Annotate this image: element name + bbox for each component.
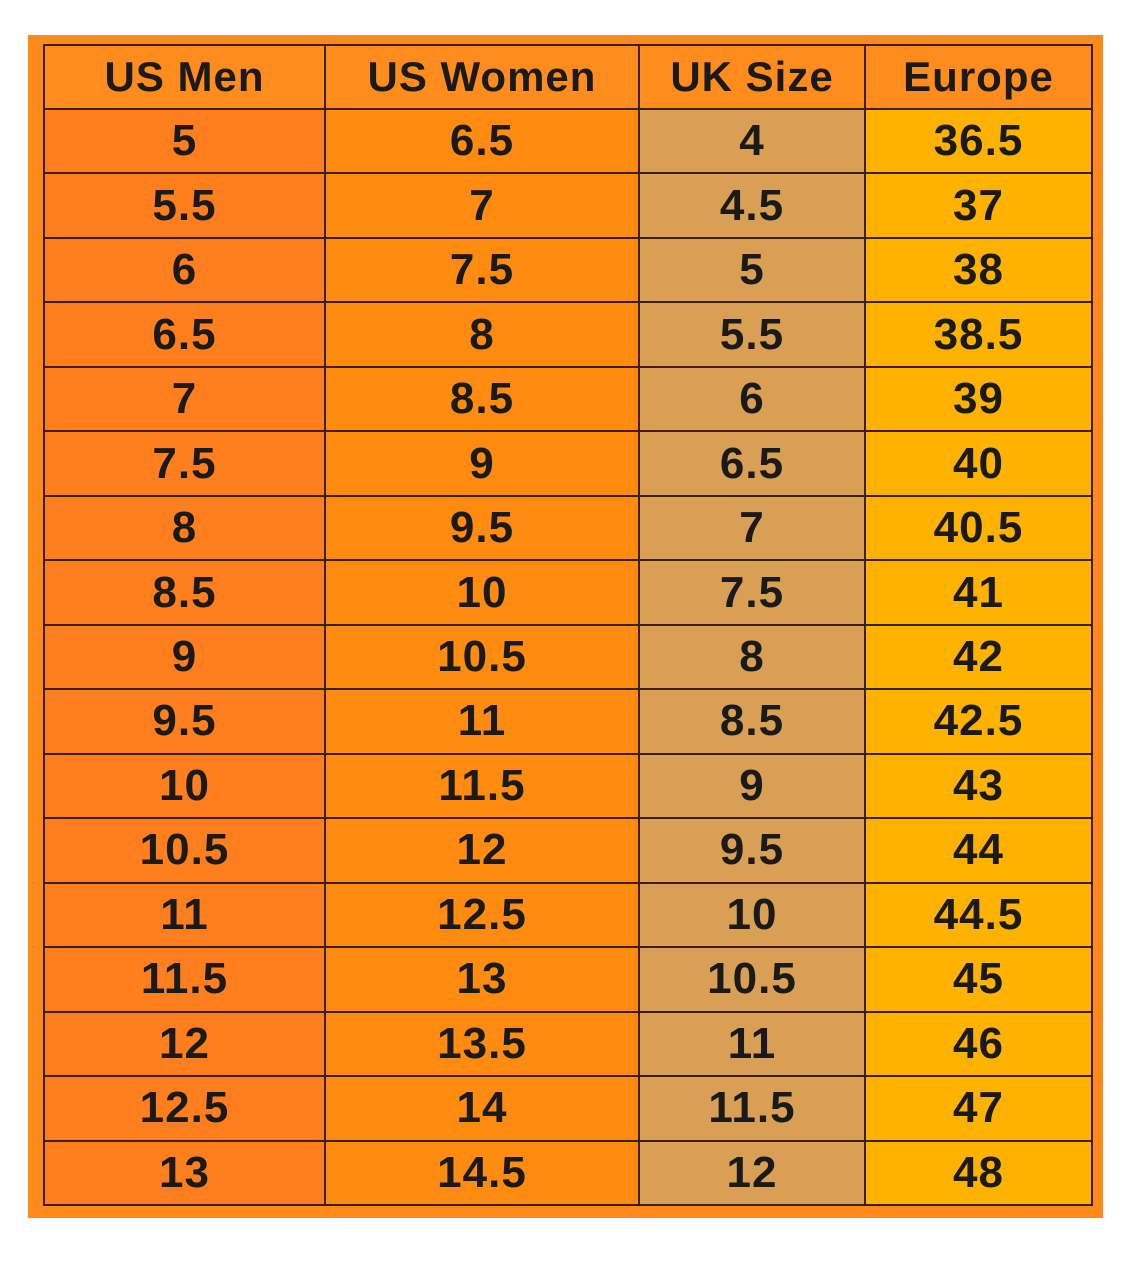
cell-us-men: 7 [43, 365, 326, 433]
cell-uk-size: 4.5 [638, 172, 866, 239]
cell-europe: 36.5 [864, 107, 1093, 175]
table-row: 9.5 11 8.5 42.5 [43, 688, 1093, 755]
cell-us-women: 13 [324, 946, 640, 1013]
table-row: 6.5 8 5.5 38.5 [43, 301, 1093, 368]
table-row: 5.5 7 4.5 37 [43, 172, 1093, 239]
cell-us-women: 11.5 [324, 752, 640, 820]
cell-uk-size: 7 [638, 494, 866, 562]
cell-europe: 46 [864, 1010, 1093, 1078]
cell-europe: 42 [864, 623, 1093, 691]
table-row: 10 11.5 9 43 [43, 752, 1093, 820]
table-row: 11.5 13 10.5 45 [43, 946, 1093, 1013]
cell-us-men: 9 [43, 623, 326, 691]
cell-us-men: 13 [43, 1139, 326, 1206]
cell-uk-size: 7.5 [638, 559, 866, 626]
cell-us-women: 10 [324, 559, 640, 626]
table-row: 6 7.5 5 38 [43, 236, 1093, 304]
cell-us-men: 8 [43, 494, 326, 562]
cell-us-men: 5 [43, 107, 326, 175]
cell-us-women: 13.5 [324, 1010, 640, 1078]
table-row: 12.5 14 11.5 47 [43, 1075, 1093, 1142]
cell-uk-size: 4 [638, 107, 866, 175]
cell-us-men: 7.5 [43, 430, 326, 497]
cell-uk-size: 10.5 [638, 946, 866, 1013]
cell-europe: 45 [864, 946, 1093, 1013]
header-us-women: US Women [324, 44, 640, 110]
cell-uk-size: 10 [638, 881, 866, 949]
header-us-men: US Men [43, 44, 326, 110]
table-body: 5 6.5 4 36.5 5.5 7 4.5 37 6 7.5 5 38 6.5 8 5.5 38.5 7 8.5… [43, 107, 1093, 1206]
cell-europe: 44 [864, 817, 1093, 884]
table-row: 12 13.5 11 46 [43, 1010, 1093, 1078]
cell-europe: 37 [864, 172, 1093, 239]
cell-us-men: 6 [43, 236, 326, 304]
header-uk-size: UK Size [638, 44, 866, 110]
cell-uk-size: 5 [638, 236, 866, 304]
table-row: 8 9.5 7 40.5 [43, 494, 1093, 562]
cell-us-women: 9.5 [324, 494, 640, 562]
cell-us-women: 12 [324, 817, 640, 884]
header-europe: Europe [864, 44, 1093, 110]
cell-uk-size: 5.5 [638, 301, 866, 368]
cell-europe: 40.5 [864, 494, 1093, 562]
cell-us-women: 8 [324, 301, 640, 368]
cell-us-women: 14 [324, 1075, 640, 1142]
cell-us-men: 9.5 [43, 688, 326, 755]
cell-us-men: 12.5 [43, 1075, 326, 1142]
cell-us-women: 14.5 [324, 1139, 640, 1206]
cell-uk-size: 8.5 [638, 688, 866, 755]
cell-uk-size: 8 [638, 623, 866, 691]
cell-us-women: 6.5 [324, 107, 640, 175]
table-row: 5 6.5 4 36.5 [43, 107, 1093, 175]
cell-europe: 43 [864, 752, 1093, 820]
header-row: US Men US Women UK Size Europe [43, 44, 1093, 110]
table-row: 7.5 9 6.5 40 [43, 430, 1093, 497]
cell-us-men: 11.5 [43, 946, 326, 1013]
cell-us-men: 5.5 [43, 172, 326, 239]
cell-uk-size: 9 [638, 752, 866, 820]
cell-us-women: 8.5 [324, 365, 640, 433]
cell-us-women: 10.5 [324, 623, 640, 691]
cell-us-women: 9 [324, 430, 640, 497]
shoe-size-conversion-table: US Men US Women UK Size Europe 5 6.5 4 36.5… [43, 44, 1093, 1206]
table-row: 8.5 10 7.5 41 [43, 559, 1093, 626]
cell-uk-size: 11.5 [638, 1075, 866, 1142]
cell-europe: 44.5 [864, 881, 1093, 949]
table-row: 11 12.5 10 44.5 [43, 881, 1093, 949]
cell-us-women: 11 [324, 688, 640, 755]
cell-europe: 48 [864, 1139, 1093, 1206]
table-row: 10.5 12 9.5 44 [43, 817, 1093, 884]
cell-europe: 42.5 [864, 688, 1093, 755]
cell-us-women: 7.5 [324, 236, 640, 304]
table-row: 13 14.5 12 48 [43, 1139, 1093, 1206]
cell-uk-size: 11 [638, 1010, 866, 1078]
cell-us-women: 7 [324, 172, 640, 239]
cell-us-men: 6.5 [43, 301, 326, 368]
table-row: 7 8.5 6 39 [43, 365, 1093, 433]
cell-europe: 38.5 [864, 301, 1093, 368]
size-chart-frame: US Men US Women UK Size Europe 5 6.5 4 36.5… [28, 35, 1103, 1218]
cell-us-men: 10 [43, 752, 326, 820]
cell-uk-size: 9.5 [638, 817, 866, 884]
cell-europe: 47 [864, 1075, 1093, 1142]
cell-uk-size: 12 [638, 1139, 866, 1206]
cell-europe: 41 [864, 559, 1093, 626]
table-row: 9 10.5 8 42 [43, 623, 1093, 691]
cell-uk-size: 6 [638, 365, 866, 433]
cell-uk-size: 6.5 [638, 430, 866, 497]
cell-us-women: 12.5 [324, 881, 640, 949]
cell-us-men: 11 [43, 881, 326, 949]
cell-us-men: 8.5 [43, 559, 326, 626]
cell-europe: 40 [864, 430, 1093, 497]
cell-us-men: 10.5 [43, 817, 326, 884]
cell-europe: 38 [864, 236, 1093, 304]
cell-europe: 39 [864, 365, 1093, 433]
cell-us-men: 12 [43, 1010, 326, 1078]
